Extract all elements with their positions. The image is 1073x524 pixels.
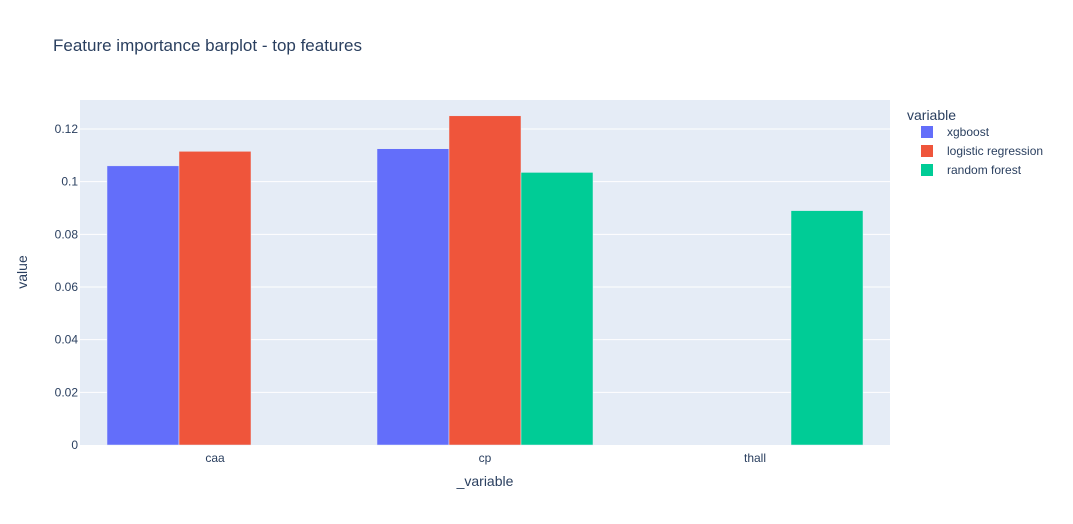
legend-entry[interactable]: random forest xyxy=(947,163,1022,177)
bar-random-forest-cp[interactable] xyxy=(520,172,594,446)
y-tick-label: 0.02 xyxy=(55,385,79,399)
bar-xgboost-caa[interactable] xyxy=(106,165,180,446)
legend-swatch[interactable] xyxy=(921,164,933,176)
legend-swatch[interactable] xyxy=(921,145,933,157)
legend-swatch[interactable] xyxy=(921,126,933,138)
x-axis-label: _variable xyxy=(456,473,514,489)
x-tick-label: thall xyxy=(744,451,766,465)
y-tick-labels: 0 0.02 0.04 0.06 0.08 0.1 0.12 xyxy=(55,122,79,452)
y-tick-label: 0.06 xyxy=(55,280,79,294)
bar-logistic-regression-caa[interactable] xyxy=(178,151,252,446)
legend-entry[interactable]: logistic regression xyxy=(947,144,1043,158)
legend-title: variable xyxy=(907,107,956,123)
bar-random-forest-thall[interactable] xyxy=(790,210,864,446)
y-tick-label: 0.08 xyxy=(55,227,79,241)
bars xyxy=(106,115,864,446)
y-tick-label: 0.1 xyxy=(61,175,78,189)
y-tick-label: 0.12 xyxy=(55,122,79,136)
legend: variable xgboost logistic regression rando… xyxy=(907,107,1043,177)
bar-xgboost-cp[interactable] xyxy=(376,148,450,446)
legend-entry[interactable]: xgboost xyxy=(947,125,990,139)
bar-logistic-regression-cp[interactable] xyxy=(448,115,522,446)
y-tick-label: 0 xyxy=(71,438,78,452)
y-axis-label: value xyxy=(14,255,30,289)
y-tick-label: 0.04 xyxy=(55,333,79,347)
x-tick-labels: caa cp thall xyxy=(205,451,766,465)
x-tick-label: caa xyxy=(205,451,225,465)
chart-title: Feature importance barplot - top feature… xyxy=(53,36,362,55)
x-tick-label: cp xyxy=(479,451,492,465)
